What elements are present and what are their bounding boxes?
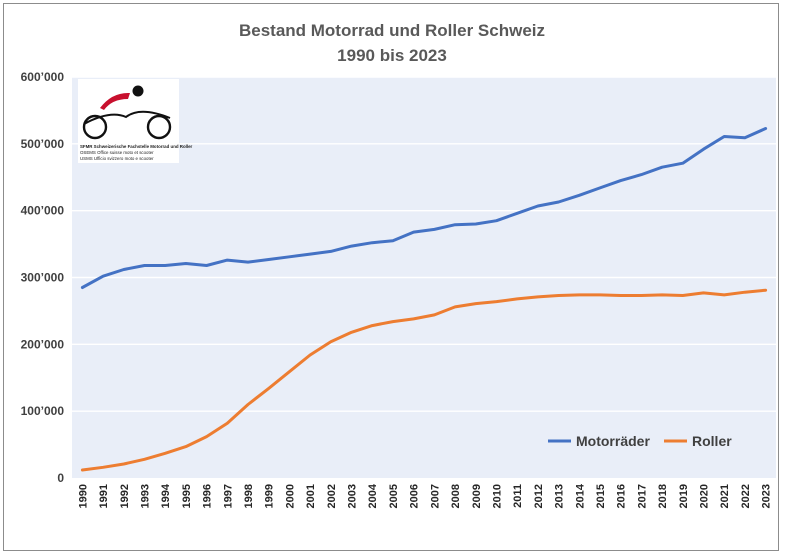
series-line-roller	[80, 288, 768, 472]
x-tick-label: 2007	[429, 484, 441, 508]
logo-rider-head	[132, 85, 144, 97]
x-tick-label: 2013	[554, 484, 566, 508]
logo-text-sfmr: SFMR Schweizerische Fachstelle Motorrad …	[80, 144, 193, 149]
x-tick-label: 2000	[284, 484, 296, 508]
x-tick-label: 1996	[202, 484, 214, 508]
x-tick-label: 2015	[595, 484, 607, 508]
y-tick-label: 400’000	[21, 204, 65, 218]
sfmr-logo: SFMR Schweizerische Fachstelle Motorrad …	[78, 79, 193, 163]
x-tick-label: 2004	[367, 483, 379, 508]
logo-rear-wheel	[82, 114, 108, 140]
x-tick-label: 2006	[409, 484, 421, 508]
x-tick-label: 2017	[636, 484, 648, 508]
logo-rider-swoosh	[100, 92, 130, 110]
x-tick-label: 1997	[222, 484, 234, 508]
series-line-motorraeder	[80, 127, 768, 289]
x-axis-ticks: 1990 1991 1992 1993 1994 1995 1996 1997 1998 1999…	[77, 483, 772, 508]
x-tick-label: 1992	[119, 484, 131, 508]
series-lines	[80, 127, 768, 472]
x-tick-label: 1999	[264, 484, 276, 508]
chart-title-line1: Bestand Motorrad und Roller Schweiz	[239, 21, 545, 40]
grid-lines	[72, 76, 776, 412]
x-tick-label: 1993	[139, 484, 151, 508]
x-tick-label: 2020	[699, 484, 711, 508]
x-tick-label: 2022	[740, 484, 752, 508]
legend-label-motorraeder: Motorräder	[576, 433, 650, 449]
logo-front-wheel	[146, 114, 172, 140]
legend-label-roller: Roller	[692, 433, 732, 449]
y-tick-label: 0	[57, 471, 64, 485]
y-tick-label: 500’000	[21, 137, 65, 151]
x-tick-label: 2016	[616, 484, 628, 508]
x-tick-label: 1994	[160, 483, 172, 508]
x-tick-label: 1998	[243, 484, 255, 508]
logo-text-osems: OSEMS Office suisse moto et scooter	[80, 150, 154, 155]
x-tick-label: 2010	[491, 484, 503, 508]
x-tick-label: 1990	[77, 484, 89, 508]
x-tick-label: 2003	[347, 484, 359, 508]
x-tick-label: 2005	[388, 484, 400, 508]
logo-text-usms: USMS Ufficio svizzero moto e scooter	[80, 156, 154, 161]
x-tick-label: 2018	[657, 484, 669, 508]
chart-title-line2: 1990 bis 2023	[337, 46, 447, 65]
y-tick-label: 200’000	[21, 337, 65, 351]
y-axis-ticks: 0 100’000 200’000 300’000 400’000 500’000 600’…	[21, 70, 65, 485]
x-tick-label: 2014	[574, 483, 586, 508]
y-tick-label: 300’000	[21, 271, 65, 285]
x-tick-label: 2011	[512, 484, 524, 508]
y-tick-label: 600’000	[21, 70, 65, 84]
x-tick-label: 2012	[533, 484, 545, 508]
x-tick-label: 1995	[181, 484, 193, 508]
x-tick-label: 1991	[98, 484, 110, 508]
x-tick-label: 2008	[450, 484, 462, 508]
legend: Motorräder Roller	[548, 433, 732, 449]
y-tick-label: 100’000	[21, 404, 65, 418]
x-tick-label: 2019	[678, 484, 690, 508]
x-tick-label: 2021	[719, 484, 731, 508]
x-tick-label: 2002	[326, 484, 338, 508]
x-tick-label: 2009	[471, 484, 483, 508]
x-tick-label: 2001	[305, 484, 317, 508]
x-tick-label: 2023	[761, 484, 773, 508]
